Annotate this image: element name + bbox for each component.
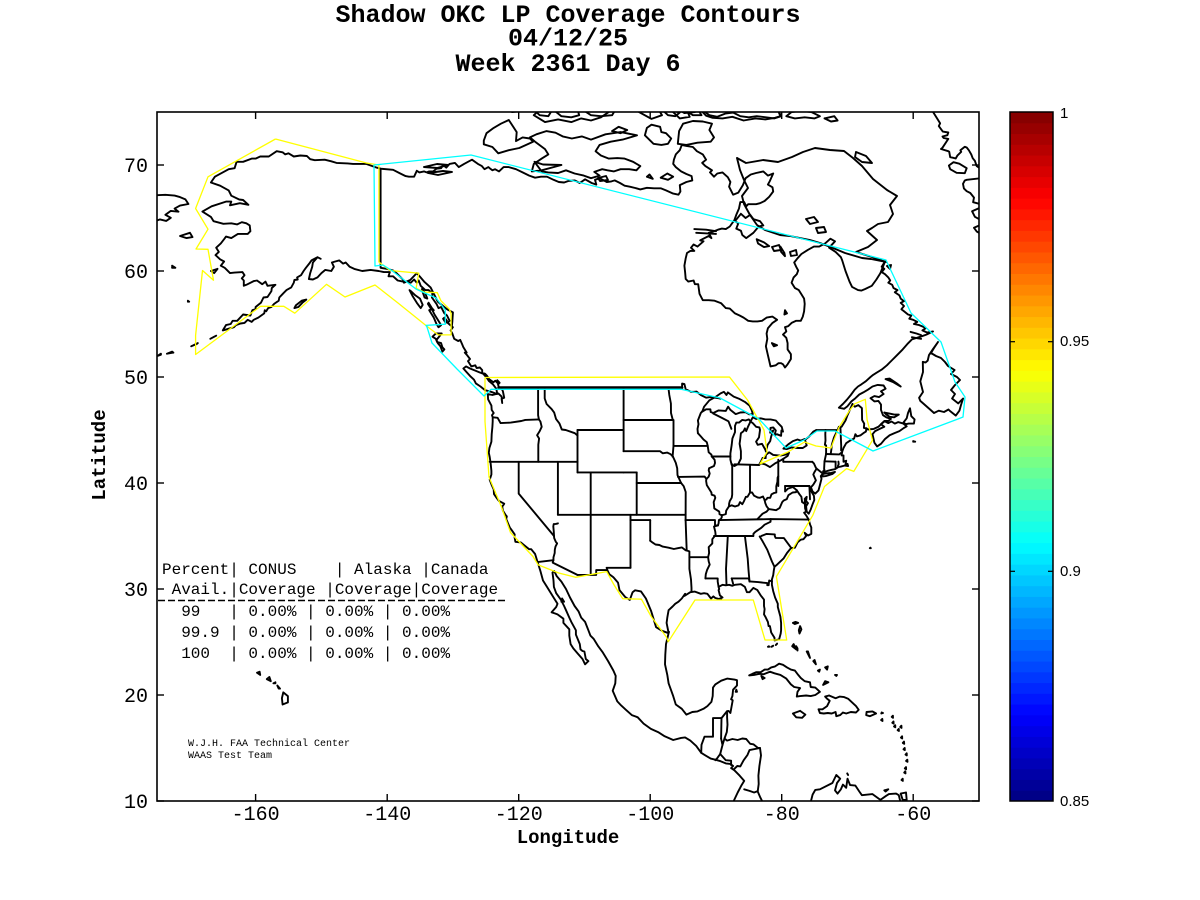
svg-text:99 | 0.00% | 0.00% | 0.00%: 99 | 0.00% | 0.00% | 0.00% [162,603,450,621]
svg-text:-80: -80 [764,804,800,827]
svg-text:99.9 | 0.00% | 0.00% | 0.00%: 99.9 | 0.00% | 0.00% | 0.00% [162,624,450,642]
svg-text:20: 20 [124,686,148,709]
svg-text:-100: -100 [626,804,674,827]
svg-text:Longitude: Longitude [517,827,620,849]
svg-text:50: 50 [124,368,148,391]
svg-text:W.J.H. FAA Technical Center: W.J.H. FAA Technical Center [188,738,350,750]
svg-text:Latitude: Latitude [89,409,111,500]
svg-text:100 | 0.00% | 0.00% | 0.00%: 100 | 0.00% | 0.00% | 0.00% [162,645,450,663]
svg-text:-60: -60 [895,804,931,827]
svg-text:-160: -160 [232,804,280,827]
svg-text:0.95: 0.95 [1060,333,1089,350]
svg-text:WAAS Test Team: WAAS Test Team [188,751,272,762]
svg-text:60: 60 [124,262,148,285]
svg-text:10: 10 [124,792,148,815]
svg-text:0.85: 0.85 [1060,793,1089,810]
svg-text:0.9: 0.9 [1060,563,1081,580]
svg-text:Percent| CONUS | Alaska |Ca: Percent| CONUS | Alaska |Canada [162,561,489,579]
svg-text:04/12/25: 04/12/25 [508,25,628,54]
svg-text:Shadow OKC LP Coverage Contour: Shadow OKC LP Coverage Contours [335,1,800,30]
svg-text:-140: -140 [363,804,411,827]
svg-text:Avail.|Coverage |Coverage|Cove: Avail.|Coverage |Coverage|Coverage [162,581,498,599]
svg-text:1: 1 [1060,105,1068,122]
svg-text:30: 30 [124,580,148,603]
svg-text:Week 2361 Day 6: Week 2361 Day 6 [455,50,680,79]
svg-text:70: 70 [124,156,148,179]
svg-text:40: 40 [124,474,148,497]
svg-text:-120: -120 [495,804,543,827]
